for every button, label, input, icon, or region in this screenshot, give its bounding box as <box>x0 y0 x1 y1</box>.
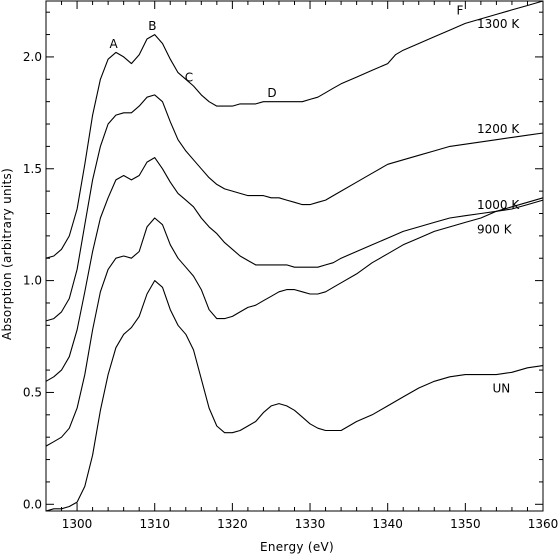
series-label-1000-k: 1000 K <box>477 198 520 212</box>
y-tick-label: 1.0 <box>23 274 42 288</box>
y-tick-label: 0.0 <box>23 497 42 511</box>
y-tick-label: 0.5 <box>23 385 42 399</box>
x-tick-label: 1360 <box>528 517 559 531</box>
feature-label-f: F <box>456 3 463 17</box>
x-tick-label: 1350 <box>450 517 481 531</box>
plot-frame <box>45 0 544 512</box>
series-label-1200-k: 1200 K <box>477 122 520 136</box>
series-line-un <box>45 280 544 512</box>
x-tick-label: 1320 <box>217 517 248 531</box>
feature-label-a: A <box>109 37 118 51</box>
feature-label-d: D <box>267 86 276 100</box>
x-tick-label: 1340 <box>372 517 403 531</box>
x-axis-title: Energy (eV) <box>260 540 334 554</box>
x-tick-label: 1330 <box>295 517 326 531</box>
plot-area: 1300 1310 1320 1330 1340 1350 1360 0.0 0.5 1.0 1.5… <box>23 0 559 531</box>
feature-label-b: B <box>148 19 156 33</box>
y-tick-label: 2.0 <box>23 50 42 64</box>
series-label-1300-k: 1300 K <box>477 17 520 31</box>
x-tick-label: 1310 <box>139 517 170 531</box>
y-tick-label: 1.5 <box>23 162 42 176</box>
y-axis-title: Absorption (arbitrary units) <box>0 168 14 340</box>
feature-label-c: C <box>185 71 193 85</box>
series-line-900-k <box>45 197 544 447</box>
series-label-un: UN <box>493 381 511 395</box>
series-line-1000-k <box>45 157 544 382</box>
series-line-1200-k <box>45 94 544 322</box>
series-line-1300-k <box>45 0 544 259</box>
series-label-900-k: 900 K <box>477 223 513 237</box>
x-tick-label: 1300 <box>62 517 93 531</box>
